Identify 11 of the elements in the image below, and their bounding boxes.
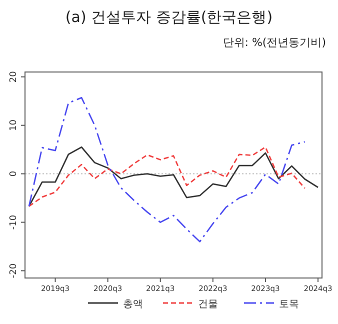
y-tick-label: 10 bbox=[9, 119, 19, 132]
legend-label: 건물 bbox=[198, 299, 218, 310]
chart-title: (a) 건설투자 증감률(한국은행) bbox=[65, 8, 273, 26]
y-tick-label: 20 bbox=[9, 70, 19, 83]
y-tick-label: -10 bbox=[9, 214, 19, 230]
y-tick-label: 0 bbox=[9, 170, 19, 177]
legend-label: 총액 bbox=[123, 299, 143, 310]
y-tick-label: -20 bbox=[9, 263, 19, 278]
line-series bbox=[28, 96, 306, 242]
legend-label: 토목 bbox=[279, 299, 299, 310]
chart-subtitle: 단위: %(전년동기비) bbox=[222, 36, 326, 49]
